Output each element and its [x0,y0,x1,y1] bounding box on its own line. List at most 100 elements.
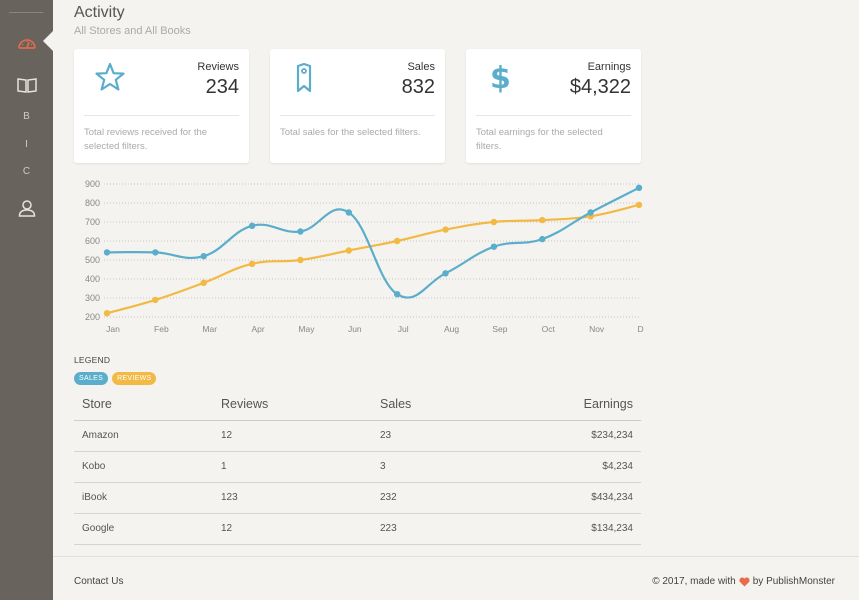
page-title: Activity [74,4,125,21]
y-tick-label: 500 [85,255,100,265]
table-row[interactable]: Kobo 1 3 $4,234 [74,451,641,483]
data-point-sales[interactable] [103,249,111,256]
star-icon [95,62,125,91]
table-row[interactable]: iBook 123 232 $434,234 [74,482,641,514]
cell-store: iBook [74,482,213,514]
data-point-reviews[interactable] [393,237,401,245]
heart-icon [739,576,750,586]
card-description: Total earnings for the selected filters. [476,127,603,152]
data-point-sales[interactable] [152,249,159,256]
table-row[interactable]: Amazon 12 23 $234,234 [74,420,641,452]
contact-us-link[interactable]: Contact Us [74,576,124,587]
data-point-reviews[interactable] [635,201,643,209]
card-divider [84,115,239,116]
x-tick-label: Sep [492,324,507,334]
card-label: Sales [407,61,435,73]
page-subtitle: All Stores and All Books [74,25,191,37]
dashboard-gauge-icon [17,39,36,49]
table-header-row: Store Reviews Sales Earnings [74,388,641,421]
y-tick-label: 200 [85,312,100,322]
data-point-reviews[interactable] [345,247,353,254]
cell-earnings: $134,234 [484,513,641,545]
copyright-prefix: © 2017, made with [652,576,736,587]
y-tick-label: 600 [85,236,100,246]
sidebar-item-b[interactable]: B [23,110,30,122]
legend-title: LEGEND [74,355,111,365]
cell-earnings: $234,234 [484,420,641,452]
x-tick-label: May [298,324,315,334]
earnings-card: $ Earnings $4,322 Total earnings for the… [466,49,641,163]
cell-sales: 232 [372,482,485,514]
x-tick-label: Mar [202,324,217,334]
cell-reviews: 123 [213,482,372,514]
footer-divider [53,556,859,557]
activity-line-chart: 200 300 400 500 600 700 800 900 Jan Feb Mar Apr May J… [85,179,644,334]
sales-card: Sales 832 Total sales for the selected f… [270,49,445,163]
data-point-reviews[interactable] [200,279,207,286]
cell-store: Amazon [74,420,213,452]
sidebar-item-dashboard[interactable] [0,33,53,53]
main-content: Activity All Stores and All Books Review… [53,0,859,600]
cell-sales: 223 [372,513,485,545]
sidebar-item-profile[interactable] [0,198,53,218]
x-tick-label: Feb [154,324,169,334]
x-tick-label: Apr [251,324,264,334]
card-description: Total sales for the selected filters. [280,127,421,138]
data-point-sales[interactable] [635,184,643,191]
data-point-reviews[interactable] [152,296,159,304]
x-tick-label: Oct [542,324,556,334]
x-tick-label: Aug [444,324,459,334]
column-header-reviews[interactable]: Reviews [213,388,372,421]
sidebar-item-i[interactable]: I [25,138,28,150]
sidebar-item-c[interactable]: C [22,165,31,177]
column-header-earnings[interactable]: Earnings [484,388,641,421]
cell-reviews: 12 [213,513,372,545]
legend: SALES REVIEWS [74,372,157,385]
copyright-suffix: by PublishMonster [752,576,835,587]
x-tick-label: Jun [348,324,362,334]
data-point-reviews[interactable] [248,260,256,267]
cell-reviews: 1 [213,451,372,483]
data-point-reviews[interactable] [103,310,111,317]
cell-reviews: 12 [213,420,372,452]
card-description: Total reviews received for the selected … [84,127,208,152]
card-divider [280,115,435,116]
x-tick-label: Jan [106,324,120,334]
data-point-sales[interactable] [393,291,401,298]
data-point-sales[interactable] [539,235,546,243]
data-point-reviews[interactable] [490,218,498,226]
cell-sales: 3 [372,451,485,483]
cell-earnings: $434,234 [484,482,641,514]
data-point-reviews[interactable] [297,256,304,264]
column-header-sales[interactable]: Sales [372,388,485,421]
y-tick-label: 300 [85,293,100,303]
data-point-sales[interactable] [490,243,498,250]
data-point-sales[interactable] [442,270,449,277]
legend-badge-reviews[interactable]: REVIEWS [112,372,157,385]
cell-store: Google [74,513,213,545]
sidebar-divider [9,12,43,13]
card-divider [476,115,631,116]
x-tick-label: Dec [637,324,644,334]
table-row[interactable]: Google 12 223 $134,234 [74,513,641,545]
y-tick-label: 700 [85,217,100,227]
column-header-store[interactable]: Store [74,388,213,421]
data-point-reviews[interactable] [539,216,546,224]
card-value: $4,322 [569,76,631,98]
cell-store: Kobo [74,451,213,483]
data-point-sales[interactable] [297,228,304,235]
data-point-sales[interactable] [200,253,207,260]
legend-badge-sales[interactable]: SALES [74,372,109,385]
card-label: Earnings [587,61,631,73]
series-line-reviews [106,203,640,315]
data-point-reviews[interactable] [442,226,449,233]
sidebar-item-books[interactable] [0,75,53,95]
card-value: 832 [401,76,435,98]
card-value: 234 [205,76,239,98]
footer-copyright: © 2017, made with by PublishMonster [652,576,835,587]
card-label: Reviews [197,61,239,73]
data-point-sales[interactable] [248,222,256,229]
sidebar: B I C [0,0,53,600]
data-point-sales[interactable] [587,209,594,216]
data-point-sales[interactable] [345,209,353,216]
